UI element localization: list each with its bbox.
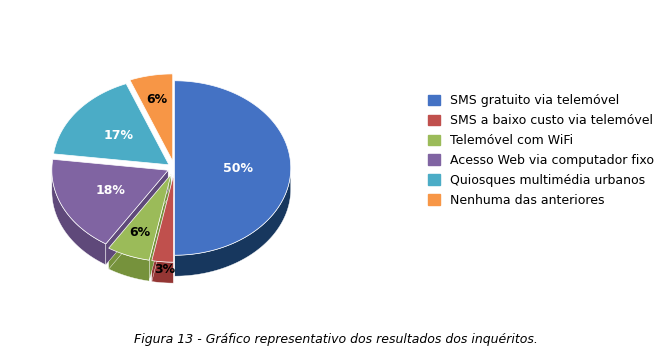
Polygon shape <box>54 84 169 165</box>
Text: 6%: 6% <box>146 93 168 106</box>
Polygon shape <box>149 175 171 281</box>
Polygon shape <box>152 175 174 262</box>
Text: 50%: 50% <box>223 161 254 175</box>
Polygon shape <box>130 74 172 161</box>
Polygon shape <box>52 159 168 244</box>
Polygon shape <box>152 175 174 281</box>
Text: 6%: 6% <box>130 226 151 239</box>
Polygon shape <box>52 171 106 265</box>
Polygon shape <box>109 248 149 281</box>
Text: 3%: 3% <box>154 263 176 276</box>
Polygon shape <box>109 175 171 269</box>
Text: Figura 13 - Gráfico representativo dos resultados dos inquéritos.: Figura 13 - Gráfico representativo dos r… <box>134 334 537 346</box>
Text: 17%: 17% <box>103 129 134 142</box>
Polygon shape <box>106 170 168 265</box>
Polygon shape <box>152 261 174 283</box>
Polygon shape <box>174 169 291 276</box>
Text: 18%: 18% <box>95 184 125 197</box>
Polygon shape <box>109 175 171 260</box>
Legend: SMS gratuito via telemóvel, SMS a baixo custo via telemóvel, Telemóvel com WiFi,: SMS gratuito via telemóvel, SMS a baixo … <box>424 91 658 210</box>
Polygon shape <box>174 81 291 255</box>
